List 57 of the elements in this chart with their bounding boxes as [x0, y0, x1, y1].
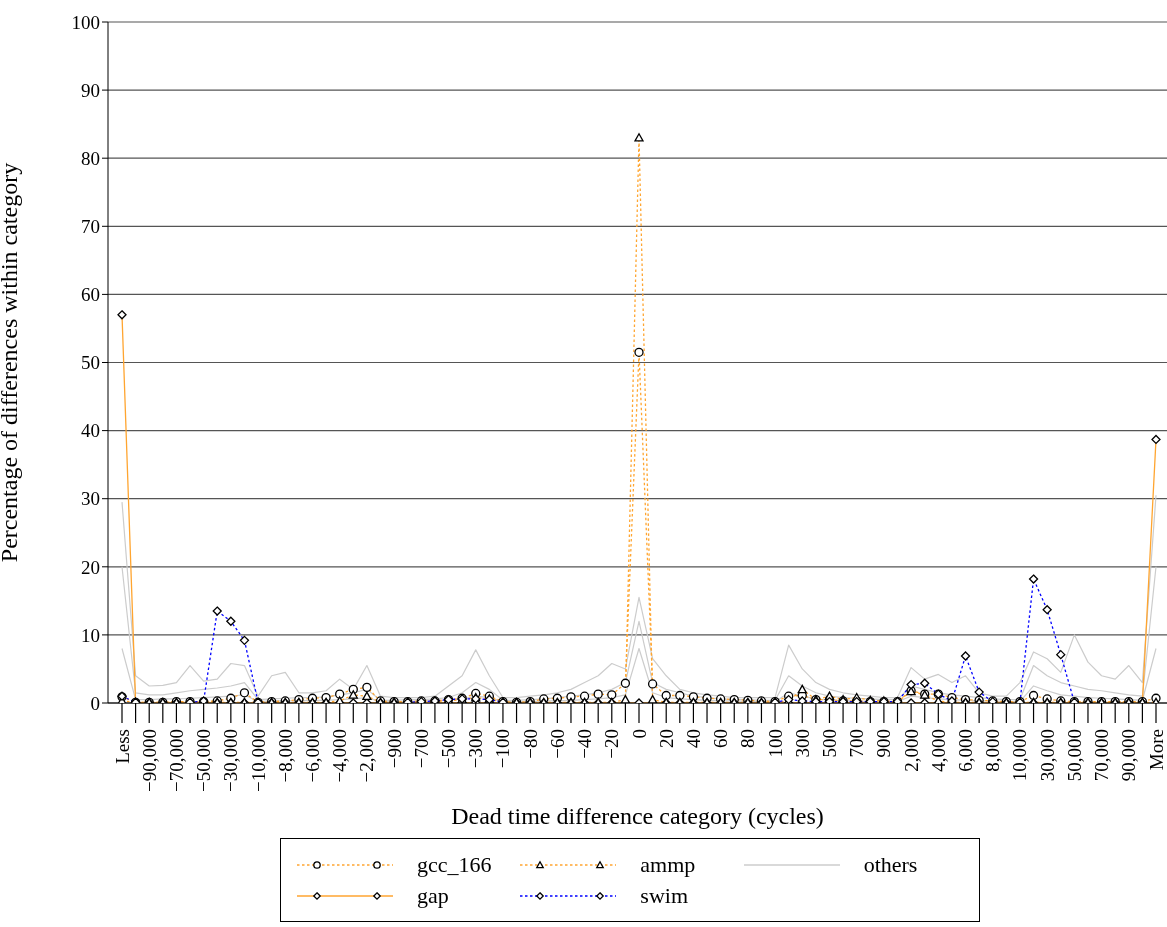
- y-tick-label: 90: [81, 79, 100, 101]
- legend-label: gcc_166: [417, 851, 492, 878]
- x-tick-label: 2,000: [900, 729, 922, 772]
- x-tick-label: 70,000: [1091, 729, 1113, 782]
- y-tick-label: 70: [81, 216, 100, 238]
- x-tick-label: More: [1145, 729, 1167, 771]
- y-tick-label: 100: [71, 11, 100, 33]
- x-tick-label: 700: [846, 729, 868, 758]
- x-tick-label: −40: [574, 729, 596, 759]
- y-tick-label: 60: [81, 284, 100, 306]
- x-tick-label: 4,000: [927, 729, 949, 772]
- x-tick-label: −30,000: [220, 729, 242, 792]
- x-tick-label: 90,000: [1118, 729, 1140, 782]
- y-tick-label: 0: [90, 692, 100, 714]
- x-tick-label: −20: [601, 729, 623, 759]
- y-tick-label: 50: [81, 352, 100, 374]
- x-tick-label: −70,000: [165, 729, 187, 792]
- x-tick-label: 100: [764, 729, 786, 758]
- x-tick-label: 500: [818, 729, 840, 758]
- x-tick-label: −700: [410, 729, 432, 769]
- x-tick-label: −8,000: [274, 729, 296, 783]
- x-tick-label: −900: [383, 729, 405, 769]
- x-tick-label: −100: [492, 729, 514, 769]
- x-tick-label: 8,000: [982, 729, 1004, 772]
- x-tick-label: 80: [737, 729, 759, 748]
- x-tick-label: 40: [682, 729, 704, 748]
- x-tick-label: 30,000: [1036, 729, 1058, 782]
- x-tick-label: 50,000: [1063, 729, 1085, 782]
- x-tick-label: 10,000: [1009, 729, 1031, 782]
- y-axis-title: Percentage of differences within category: [0, 162, 22, 563]
- legend-label: gap: [417, 882, 449, 909]
- x-tick-label: 20: [655, 729, 677, 748]
- x-tick-label: −80: [519, 729, 541, 759]
- x-tick-label: 6,000: [955, 729, 977, 772]
- x-tick-label: −2,000: [356, 729, 378, 783]
- y-tick-label: 10: [81, 624, 100, 646]
- y-tick-label: 20: [81, 556, 100, 578]
- x-tick-label: 0: [628, 729, 650, 739]
- y-tick-label: 30: [81, 488, 100, 510]
- x-tick-label: 900: [873, 729, 895, 758]
- legend-label: swim: [640, 882, 689, 909]
- y-tick-label: 80: [81, 147, 100, 169]
- x-tick-label: 300: [791, 729, 813, 758]
- legend-label: ammp: [640, 851, 696, 878]
- x-tick-label: −50,000: [193, 729, 215, 792]
- x-tick-label: −10,000: [247, 729, 269, 792]
- x-tick-label: −500: [438, 729, 460, 769]
- x-tick-label: −90,000: [138, 729, 160, 792]
- x-tick-label: −6,000: [301, 729, 323, 783]
- x-tick-label: −4,000: [329, 729, 351, 783]
- y-tick-label: 40: [81, 420, 100, 442]
- legend-label: others: [863, 851, 918, 878]
- x-axis-title: Dead time difference category (cycles): [451, 803, 824, 829]
- x-tick-label: Less: [111, 729, 133, 764]
- x-tick-label: −60: [546, 729, 568, 759]
- x-tick-label: 60: [710, 729, 732, 748]
- x-tick-label: −300: [465, 729, 487, 769]
